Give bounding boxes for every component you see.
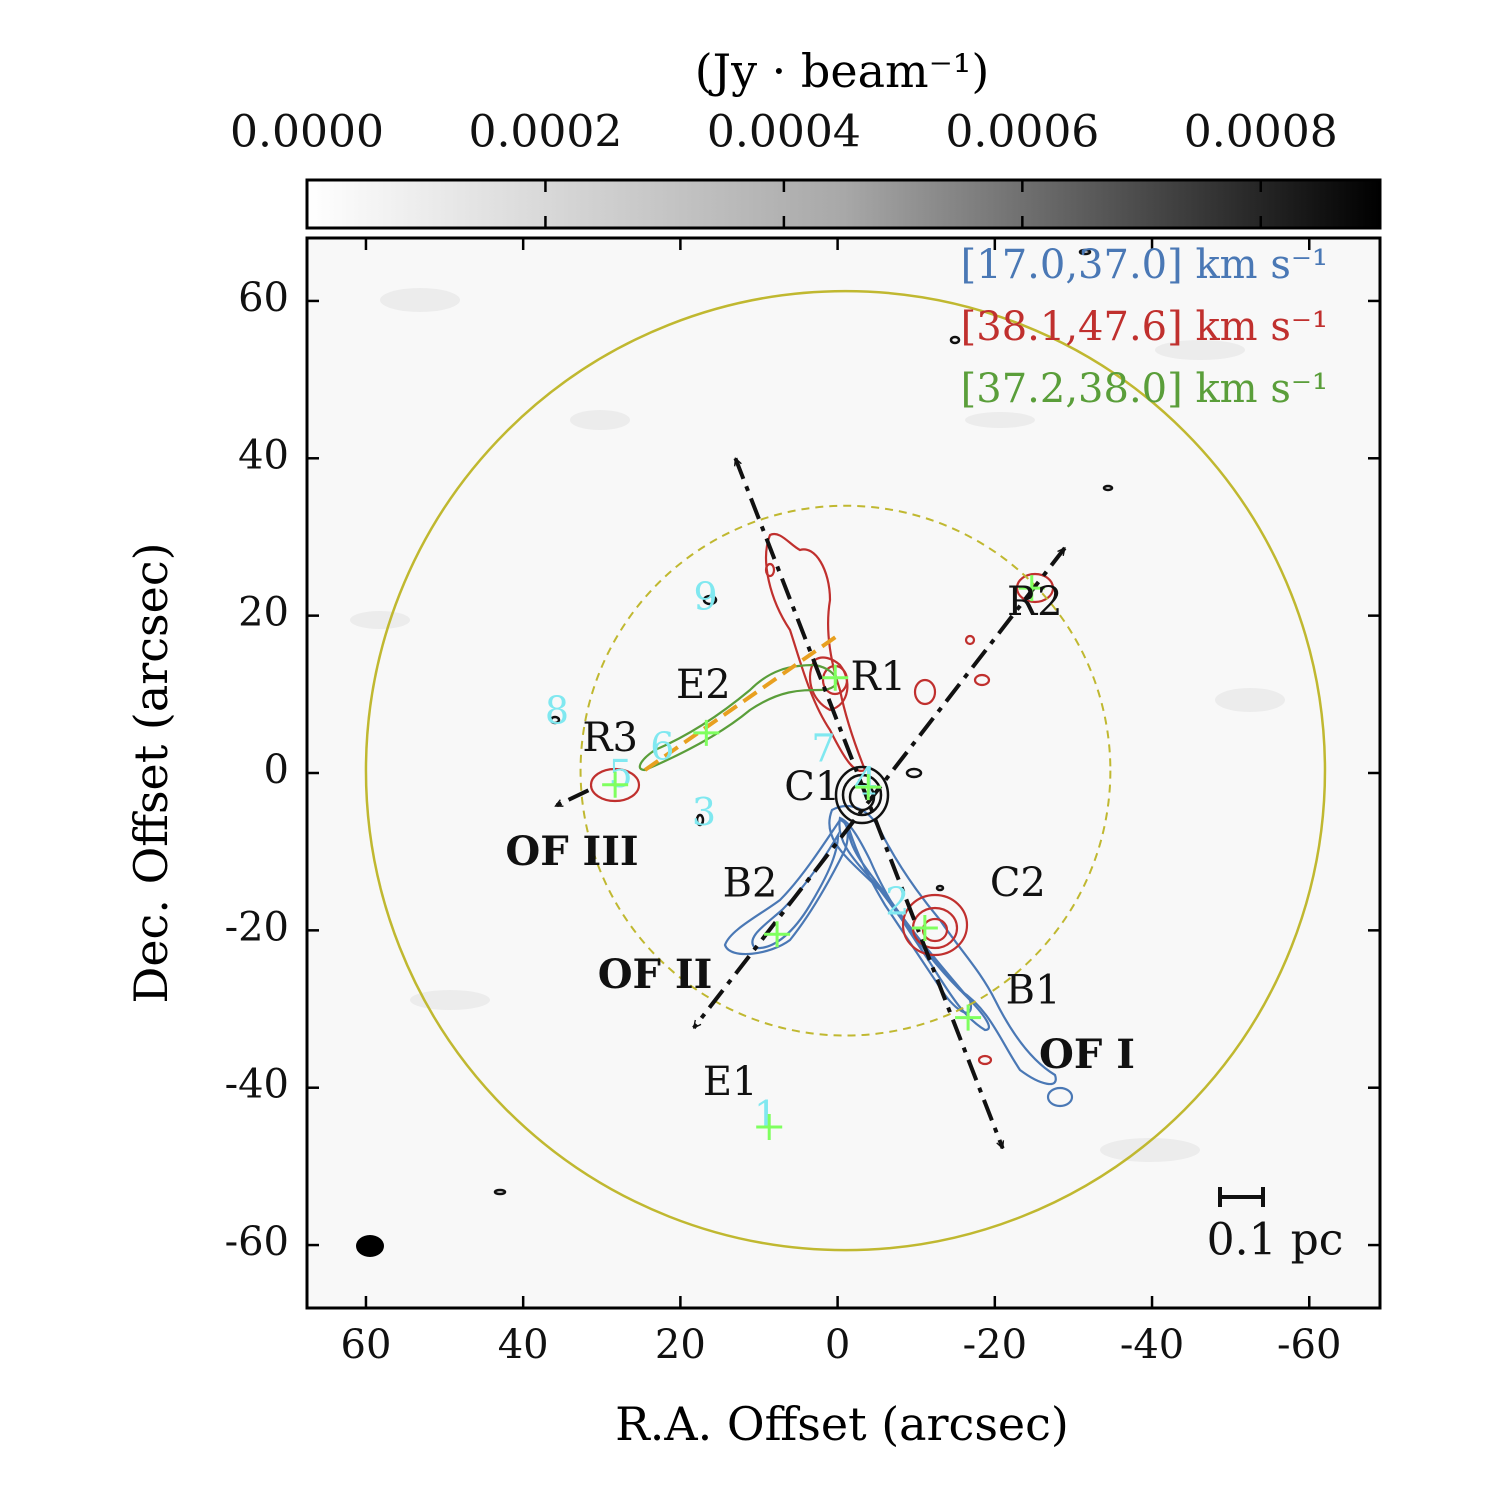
core-label: 6 (650, 725, 674, 769)
x-tick-label: 0 (825, 1322, 850, 1368)
core-label: 3 (692, 790, 716, 834)
source-label: B1 (1006, 968, 1061, 1014)
core-label: 2 (885, 880, 909, 924)
source-label: R1 (850, 654, 906, 700)
y-tick-label: -20 (225, 904, 289, 950)
source-marker (1018, 575, 1045, 602)
y-tick-label: -40 (225, 1062, 289, 1108)
colorbar-tick-label: 0.0004 (707, 107, 861, 158)
source-label: C1 (784, 764, 840, 810)
core-label: 8 (545, 688, 569, 732)
source-label: E2 (676, 662, 731, 708)
y-tick-label: -60 (225, 1219, 289, 1265)
source-label: R3 (582, 715, 638, 761)
source-marker (955, 1004, 982, 1031)
source-label: E1 (703, 1059, 758, 1105)
y-tick-label: 0 (264, 747, 289, 793)
y-tick-label: 40 (238, 432, 289, 478)
scale-bar (1218, 1187, 1265, 1207)
colorbar (305, 178, 1382, 230)
core-label: 4 (854, 759, 878, 803)
y-axis-label: Dec. Offset (arcsec) (124, 542, 178, 1003)
core-label: 7 (811, 726, 835, 770)
noise (350, 288, 1285, 1162)
colorbar-tick-label: 0.0006 (945, 107, 1099, 158)
x-axis-label: R.A. Offset (arcsec) (615, 1397, 1069, 1451)
x-tick-label: 20 (655, 1322, 706, 1368)
scale-bar-label: 0.1 pc (1207, 1215, 1344, 1266)
x-tick-label: -20 (963, 1322, 1027, 1368)
core-label: 1 (754, 1093, 778, 1137)
core-label: 9 (693, 574, 717, 618)
source-label: C2 (990, 860, 1046, 906)
source-marker (693, 719, 720, 746)
x-tick-label: -60 (1277, 1322, 1341, 1368)
source-label: R2 (1007, 579, 1063, 625)
legend-entry: [37.2,38.0] km s⁻¹ (961, 366, 1328, 412)
source-marker (602, 771, 629, 798)
x-tick-label: -40 (1120, 1322, 1184, 1368)
outflow-arrow (733, 458, 1005, 1148)
outflow-label: OF I (1039, 1031, 1135, 1078)
source-marker (822, 664, 849, 691)
colorbar-label: (Jy · beam⁻¹) (695, 44, 990, 98)
beam (356, 1235, 384, 1257)
source-marker (911, 914, 938, 941)
source-marker (764, 921, 791, 948)
source-marker (756, 1114, 783, 1141)
field-circle (364, 289, 1327, 1252)
x-tick-label: 40 (498, 1322, 549, 1368)
colorbar-tick-label: 0.0008 (1184, 107, 1338, 158)
source-label: B2 (723, 860, 778, 906)
outflow-label: OF II (598, 951, 713, 998)
y-tick-label: 60 (238, 275, 289, 321)
colorbar-tick-label: 0.0002 (468, 107, 622, 158)
legend-entry: [38.1,47.6] km s⁻¹ (961, 304, 1328, 350)
source-marker (855, 774, 882, 801)
colorbar-tick-label: 0.0000 (230, 107, 384, 158)
outflow-label: OF III (505, 828, 638, 875)
core-label: 5 (609, 752, 633, 796)
outflow-arrow (555, 788, 590, 808)
y-tick-label: 20 (238, 590, 289, 636)
legend-entry: [17.0,37.0] km s⁻¹ (961, 242, 1328, 288)
x-tick-label: 60 (341, 1322, 392, 1368)
